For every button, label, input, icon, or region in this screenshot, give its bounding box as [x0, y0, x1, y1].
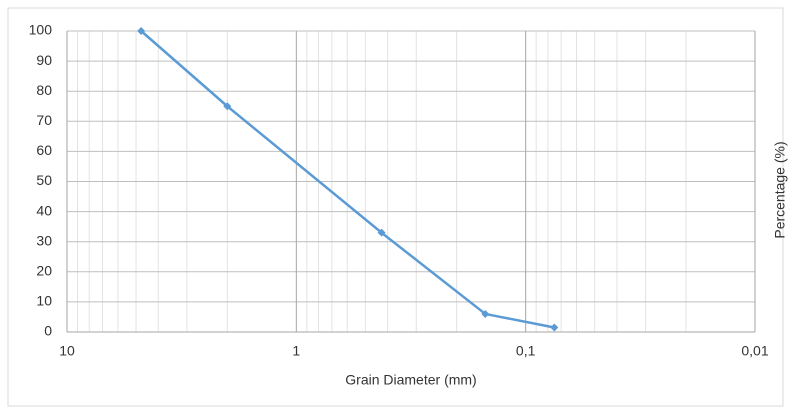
x-tick-label: 0,01	[741, 343, 768, 359]
data-point	[481, 309, 490, 318]
chart-frame	[7, 7, 784, 407]
y-tick-label: 100	[29, 22, 53, 38]
data-point	[377, 228, 386, 237]
y-tick-label: 70	[36, 112, 52, 128]
y-axis-label: Percentage (%)	[772, 141, 788, 238]
y-tick-label: 60	[36, 142, 52, 158]
data-point	[137, 27, 146, 35]
x-axis-label: Grain Diameter (mm)	[345, 372, 476, 388]
y-tick-label: 20	[36, 263, 52, 279]
y-tick-label: 10	[36, 293, 52, 309]
y-tick-label: 80	[36, 82, 52, 98]
y-tick-label: 40	[36, 202, 52, 218]
y-tick-label: 90	[36, 52, 52, 68]
x-tick-label: 0,1	[516, 343, 536, 359]
y-tick-label: 50	[36, 172, 52, 188]
y-tick-label: 0	[44, 323, 52, 339]
x-tick-label: 10	[59, 343, 75, 359]
y-tick-label: 30	[36, 232, 52, 248]
data-point	[550, 323, 559, 332]
x-tick-label: 1	[292, 343, 300, 359]
data-point	[223, 102, 232, 111]
